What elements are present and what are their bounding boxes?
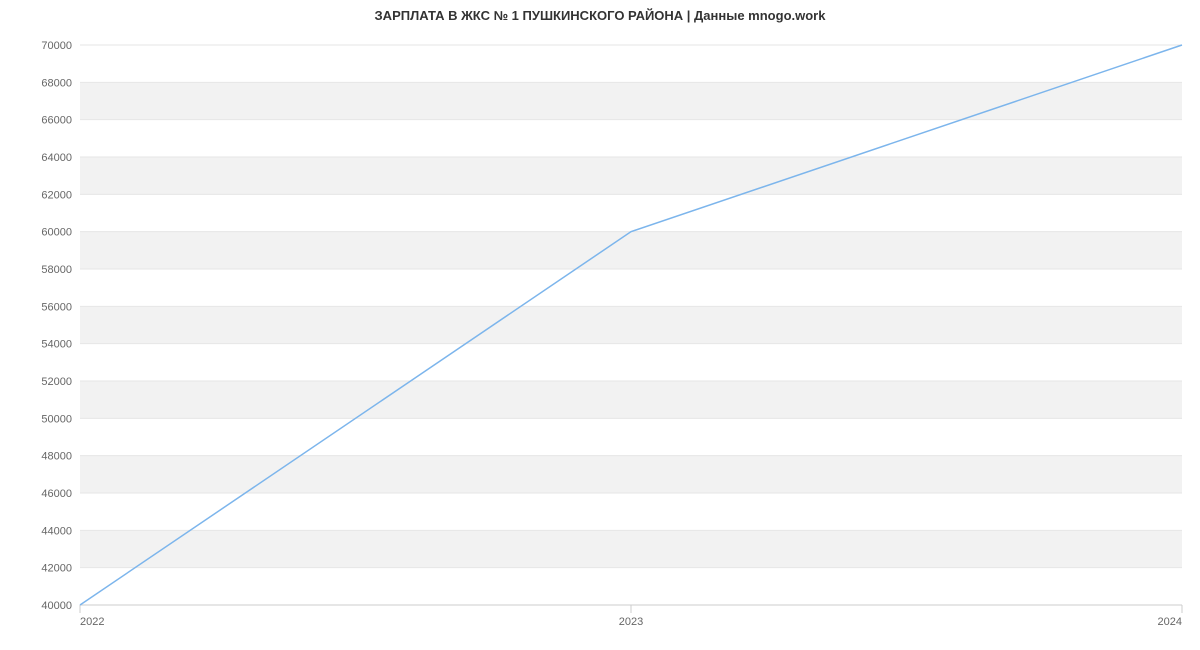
y-tick-label: 46000 (41, 488, 72, 500)
y-tick-label: 60000 (41, 227, 72, 239)
grid-band (80, 306, 1182, 343)
y-tick-label: 68000 (41, 77, 72, 89)
y-tick-label: 42000 (41, 563, 72, 575)
y-tick-label: 52000 (41, 376, 72, 388)
chart-svg: 40000 42000 44000 46000 48000 50000 52000 54000… (0, 0, 1200, 650)
grid-band (80, 232, 1182, 269)
grid-band (80, 381, 1182, 418)
x-tick-label: 2024 (1158, 616, 1182, 628)
y-tick-label: 50000 (41, 413, 72, 425)
y-tick-label: 48000 (41, 451, 72, 463)
grid-band (80, 456, 1182, 493)
y-tick-label: 62000 (41, 189, 72, 201)
y-tick-label: 44000 (41, 525, 72, 537)
x-tick-label: 2022 (80, 616, 104, 628)
y-tick-label: 66000 (41, 115, 72, 127)
grid-band (80, 157, 1182, 194)
x-tick-label: 2023 (619, 616, 643, 628)
y-tick-label: 54000 (41, 339, 72, 351)
grid-band (80, 530, 1182, 567)
y-tick-label: 70000 (41, 40, 72, 52)
y-tick-label: 64000 (41, 152, 72, 164)
y-tick-label: 40000 (41, 600, 72, 612)
chart-container: ЗАРПЛАТА В ЖКС № 1 ПУШКИНСКОГО РАЙОНА | … (0, 0, 1200, 650)
y-tick-label: 58000 (41, 264, 72, 276)
y-tick-label: 56000 (41, 301, 72, 313)
